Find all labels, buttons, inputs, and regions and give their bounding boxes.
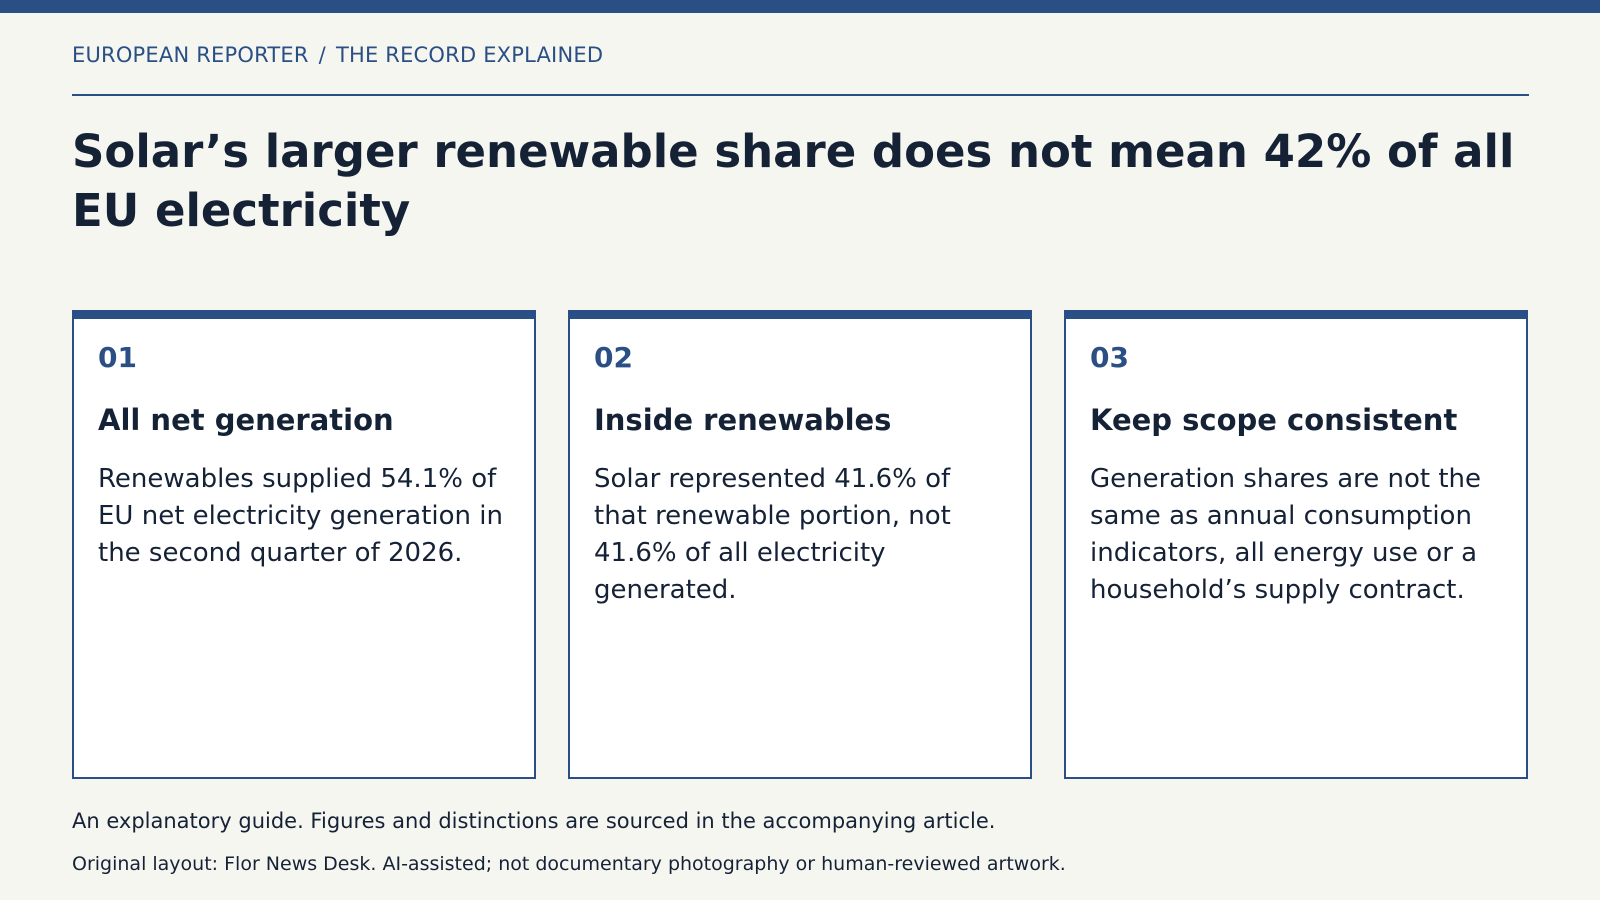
- card-title: All net generation: [98, 403, 394, 437]
- card-body: Renewables supplied 54.1% of EU net elec…: [98, 464, 504, 568]
- explainer-cards: 01 All net generation Renewables supplie…: [72, 310, 1529, 779]
- page-title: Solar’s larger renewable share does not …: [72, 125, 1515, 237]
- card-keep-scope-consistent: 03 Keep scope consistent Generation shar…: [1064, 310, 1528, 779]
- card-body: Solar represented 41.6% of that renewabl…: [594, 464, 951, 605]
- card-body: Generation shares are not the same as an…: [1090, 464, 1482, 605]
- card-inside-renewables: 02 Inside renewables Solar represented 4…: [568, 310, 1032, 779]
- top-accent-bar: [0, 0, 1600, 13]
- section-name: THE RECORD EXPLAINED: [335, 43, 604, 67]
- header-divider: [72, 94, 1529, 96]
- card-title: Inside renewables: [594, 403, 892, 437]
- publication-name: EUROPEAN REPORTER: [72, 43, 309, 67]
- breadcrumb: EUROPEAN REPORTER / THE RECORD EXPLAINED: [72, 43, 603, 67]
- card-number: 01: [98, 341, 137, 374]
- card-number: 03: [1090, 341, 1129, 374]
- card-title: Keep scope consistent: [1090, 403, 1458, 437]
- card-all-net-generation: 01 All net generation Renewables supplie…: [72, 310, 536, 779]
- card-number: 02: [594, 341, 633, 374]
- breadcrumb-separator: /: [318, 43, 326, 67]
- credit-line: Original layout: Flor News Desk. AI-assi…: [72, 853, 1066, 875]
- footnote: An explanatory guide. Figures and distin…: [72, 809, 996, 833]
